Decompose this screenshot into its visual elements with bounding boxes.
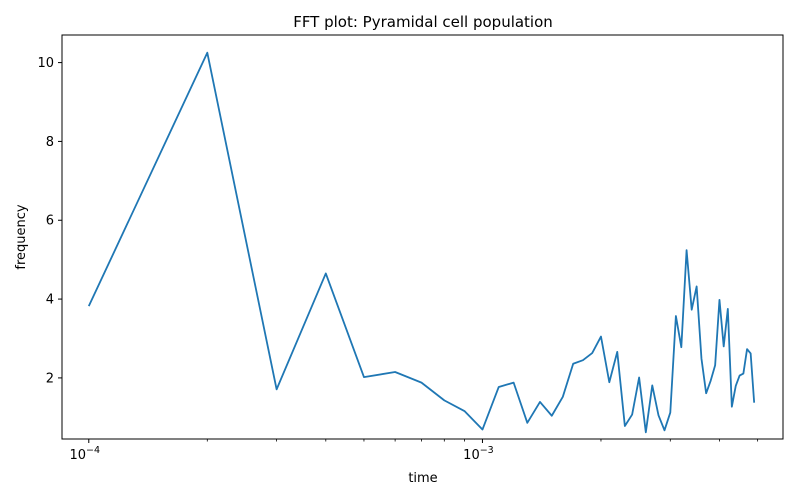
chart-title: FFT plot: Pyramidal cell population — [293, 13, 553, 31]
y-tick-label: 10 — [37, 56, 54, 71]
plot-area — [87, 51, 756, 434]
y-axis-label: frequency — [14, 204, 29, 270]
x-axis-label: time — [408, 471, 437, 486]
y-tick-label: 6 — [46, 214, 54, 229]
y-tick-label: 8 — [46, 135, 54, 150]
series-line-0 — [87, 51, 756, 434]
y-axis-ticks: 2 4 6 8 10 — [37, 56, 62, 386]
y-tick-label: 4 — [46, 293, 54, 308]
y-tick-label: 2 — [46, 371, 54, 386]
x-axis-ticks: 10−4 10−3 — [70, 439, 759, 463]
x-tick-label: 10−3 — [463, 445, 494, 463]
axes-frame — [61, 34, 784, 440]
x-tick-label: 10−4 — [70, 445, 101, 463]
